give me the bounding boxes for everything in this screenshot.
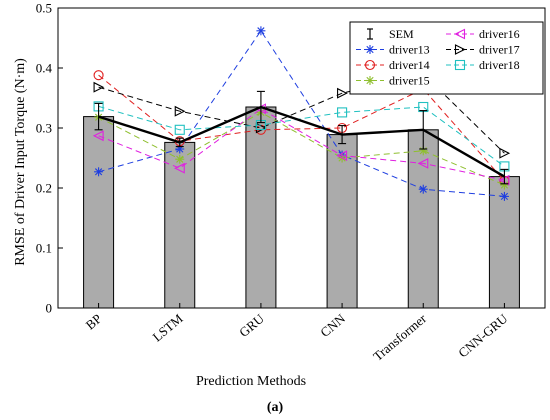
series-line-driver18 (98, 105, 505, 167)
sem-error-bar-BP (94, 102, 103, 131)
point-driver14-BP (93, 70, 104, 81)
legend-label-driver13: driver13 (389, 43, 430, 57)
sem-error-bar-LSTM (175, 137, 184, 148)
legend-marker-driver14 (364, 59, 376, 71)
legend-box (349, 21, 544, 95)
sem-error-bar-CNN (338, 125, 347, 145)
y-tick-label-0.3: 0.3 (36, 121, 52, 136)
point-driver17-CNN-GRU (499, 147, 511, 159)
legend-label-driver17: driver17 (479, 43, 520, 57)
sem-error-bar-CNN-GRU (500, 168, 509, 185)
legend-entry-driver13: driver13 (356, 43, 430, 57)
legend-label-driver14: driver14 (389, 58, 430, 72)
point-driver17-LSTM (174, 105, 186, 117)
x-tick-label-Transformer: Transformer (370, 310, 430, 363)
legend-entry-driver16: driver16 (446, 27, 520, 41)
point-driver18-CNN (337, 107, 348, 118)
sem-error-bar-Transformer (419, 110, 428, 150)
legend-label-driver18: driver18 (479, 58, 520, 72)
y-tick-label-0.2: 0.2 (36, 181, 52, 196)
y-axis-title: RMSE of Driver Input Torque (N·m) (13, 58, 28, 266)
legend-entry-driver14: driver14 (356, 58, 430, 72)
point-driver16-Transformer (417, 158, 429, 169)
bar-LSTM (164, 141, 196, 309)
point-driver13-Transformer (418, 184, 428, 194)
plot-frame (57, 7, 546, 309)
legend-label-driver15: driver15 (389, 74, 430, 88)
x-tick-label-GRU: GRU (236, 310, 267, 340)
legend-marker-driver17 (454, 44, 466, 55)
x-tick-label-CNN: CNN (317, 310, 348, 340)
legend-marker-driver15 (365, 76, 375, 85)
bar-Transformer (407, 129, 439, 309)
y-tick-label-0.4: 0.4 (36, 61, 53, 76)
series-line-driver13 (98, 29, 505, 197)
legend-entry-SEM: SEM (367, 27, 414, 41)
legend-label-SEM: SEM (389, 27, 414, 41)
point-driver15-LSTM (175, 154, 185, 164)
sem-error-bar-GRU (256, 90, 265, 124)
bars-layer (83, 106, 520, 309)
y-tick-label-0.5: 0.5 (36, 1, 52, 16)
series-line-driver15 (98, 111, 505, 186)
series-line-driver17 (98, 73, 505, 154)
point-driver16-LSTM (174, 162, 185, 174)
legend-label-driver16: driver16 (479, 27, 520, 41)
point-driver13-GRU (256, 26, 266, 36)
legend-entry-driver15: driver15 (356, 74, 430, 88)
point-driver17-BP (93, 81, 105, 93)
x-tick-label-LSTM: LSTM (149, 311, 186, 345)
x-axis-title: Prediction Methods (196, 374, 306, 389)
legend-marker-driver18 (454, 59, 466, 71)
legend-entry-driver18: driver18 (446, 58, 520, 72)
point-driver16-BP (92, 130, 104, 142)
bar-GRU (245, 106, 277, 309)
y-tick-label-0: 0 (46, 301, 53, 316)
bar-BP (83, 116, 115, 309)
y-tick-label-0.1: 0.1 (36, 241, 52, 256)
x-tick-label-CNN-GRU: CNN-GRU (455, 310, 510, 360)
point-driver16-CNN (336, 150, 348, 161)
point-driver13-BP (94, 167, 104, 177)
bar-CNN (326, 134, 358, 309)
x-tick-label-BP: BP (83, 311, 105, 333)
point-driver17-CNN (337, 87, 348, 99)
sem-layer (94, 90, 509, 185)
legend-marker-driver16 (454, 28, 466, 40)
series-line-driver16 (98, 108, 505, 181)
legend-entry-driver17: driver17 (446, 43, 520, 57)
point-driver18-LSTM (174, 124, 185, 135)
point-driver13-CNN-GRU (499, 191, 509, 201)
legend-marker-driver13 (365, 45, 375, 54)
mean-line (98, 105, 506, 178)
panel-label: (a) (267, 400, 284, 415)
